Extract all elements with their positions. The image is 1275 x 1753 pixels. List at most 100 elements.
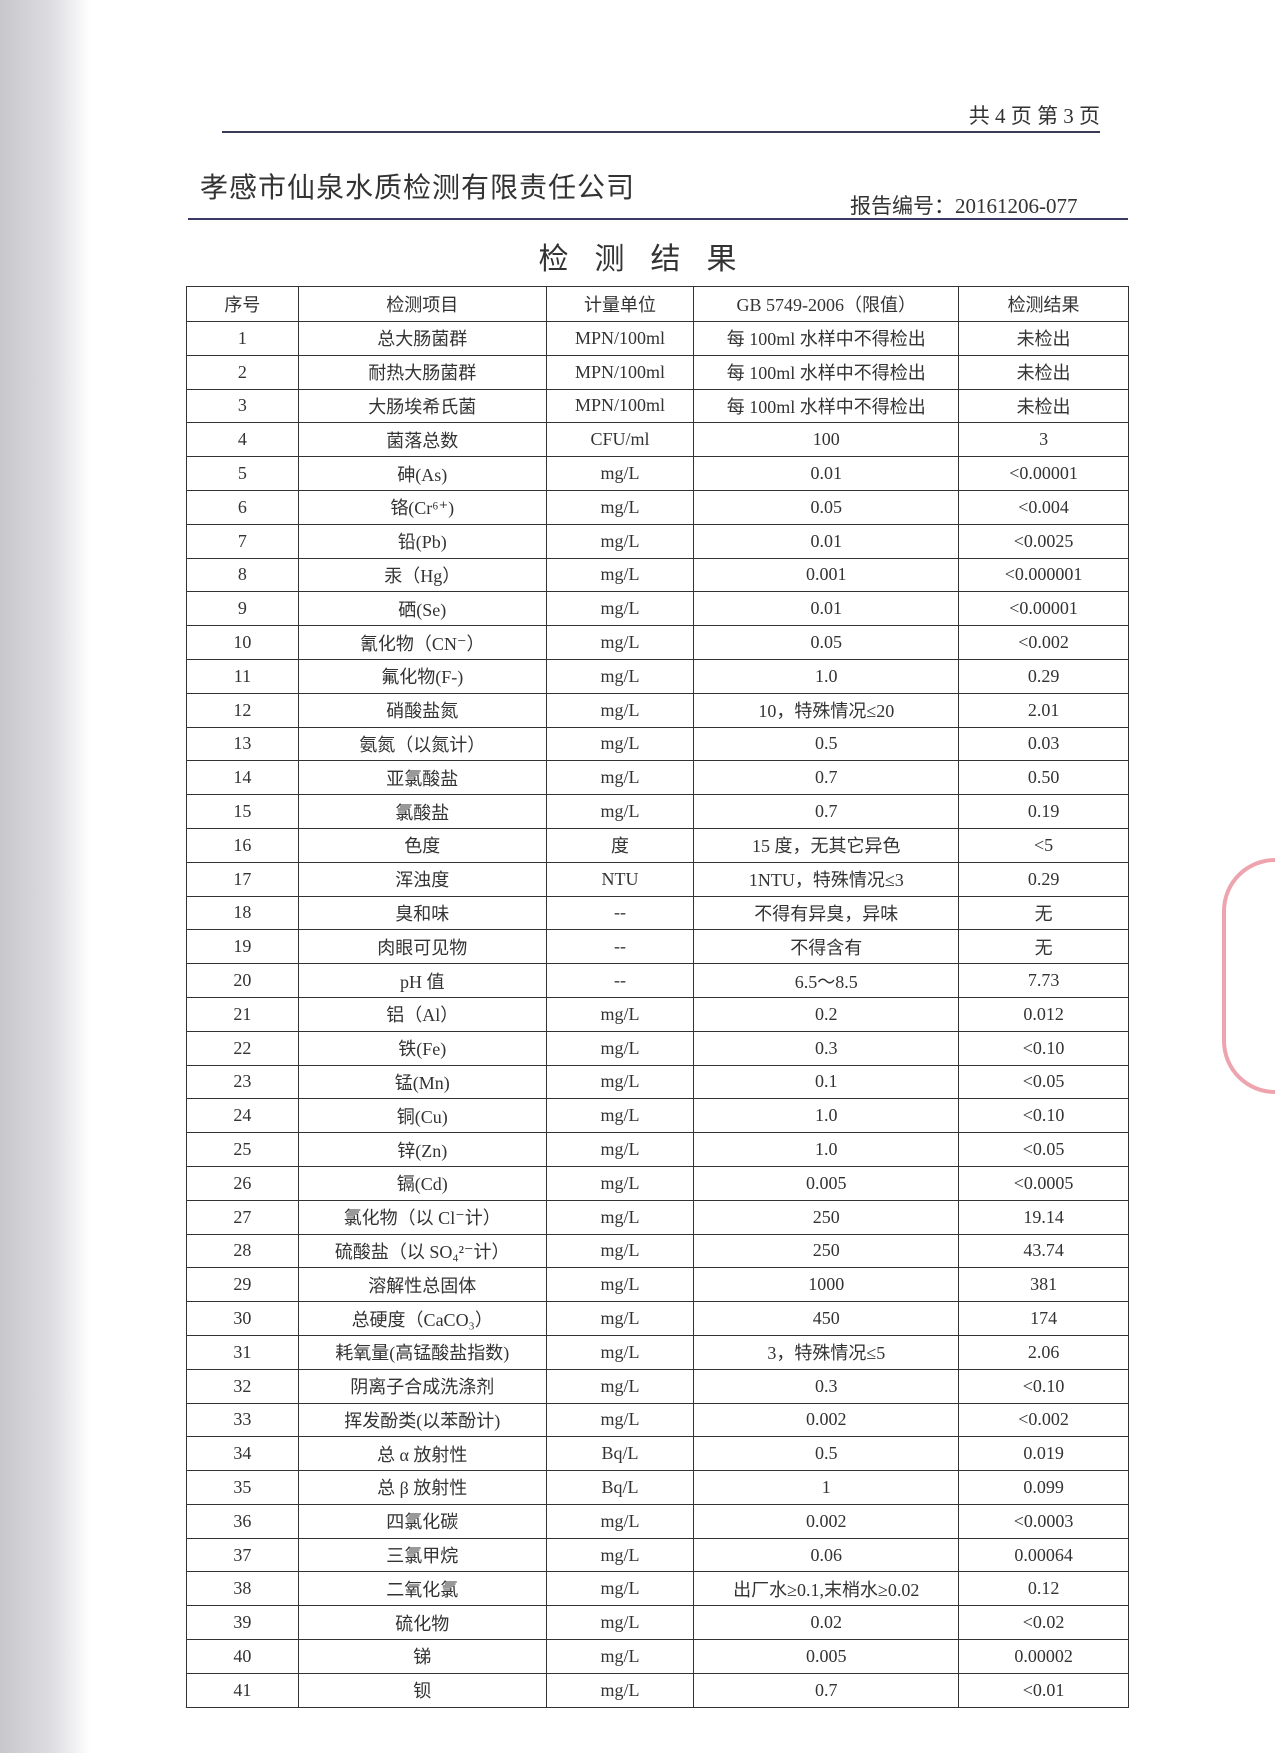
result: <0.000001 bbox=[958, 557, 1129, 593]
row-no: 26 bbox=[186, 1165, 299, 1201]
table-row: 38 二氧化氯 mg/L 出厂水≥0.1,末梢水≥0.02 0.12 bbox=[186, 1571, 1129, 1607]
unit: mg/L bbox=[545, 760, 695, 796]
item-name: 耗氧量(高锰酸盐指数) bbox=[297, 1334, 547, 1370]
result: 0.19 bbox=[958, 794, 1129, 829]
table-row: 19 肉眼可见物 -- 不得含有无 bbox=[186, 929, 1129, 965]
row-no: 35 bbox=[186, 1470, 299, 1505]
limit: 0.3 bbox=[693, 1030, 960, 1066]
table-row: 25 锌(Zn) mg/L 1.0 <0.05 bbox=[186, 1132, 1129, 1167]
limit: 0.002 bbox=[693, 1503, 960, 1539]
item-name: 三氯甲烷 bbox=[297, 1537, 547, 1573]
item-name: 锌(Zn) bbox=[297, 1132, 547, 1167]
row-no: 29 bbox=[186, 1267, 299, 1303]
item-name: 色度 bbox=[297, 827, 547, 863]
item-name: 铝（Al） bbox=[297, 996, 547, 1032]
unit: mg/L bbox=[545, 794, 695, 829]
unit: MPN/100ml bbox=[545, 321, 695, 356]
result: 0.019 bbox=[958, 1436, 1129, 1472]
row-no: 14 bbox=[186, 760, 299, 796]
table-row: 12 硝酸盐氮 mg/L 10，特殊情况≤20 2.01 bbox=[186, 692, 1129, 728]
header-rule-2 bbox=[188, 218, 1128, 220]
unit: mg/L bbox=[545, 692, 695, 728]
unit: mg/L bbox=[545, 1368, 695, 1404]
table-row: 10 氰化物（CN⁻） mg/L 0.05 <0.002 bbox=[186, 625, 1129, 660]
row-no: 7 bbox=[186, 523, 299, 559]
row-no: 23 bbox=[186, 1064, 299, 1100]
result: 未检出 bbox=[958, 388, 1129, 424]
table-row: 26 镉(Cd) mg/L 0.005 <0.0005 bbox=[186, 1165, 1129, 1201]
item-name: 锰(Mn) bbox=[297, 1064, 547, 1100]
item-name: 二氧化氯 bbox=[297, 1571, 547, 1607]
unit: mg/L bbox=[545, 1537, 695, 1573]
result: 未检出 bbox=[958, 321, 1129, 356]
item-name: 氯化物（以 Cl⁻计） bbox=[297, 1199, 547, 1235]
row-no: 25 bbox=[186, 1132, 299, 1167]
unit: mg/L bbox=[545, 1267, 695, 1303]
unit: mg/L bbox=[545, 658, 695, 694]
result: 7.73 bbox=[958, 963, 1129, 998]
table-row: 23 锰(Mn) mg/L 0.1 <0.05 bbox=[186, 1064, 1129, 1100]
unit: mg/L bbox=[545, 1233, 695, 1269]
table-row: 6 铬(Cr⁶⁺) mg/L 0.05 <0.004 bbox=[186, 489, 1129, 525]
table-row: 7 铅(Pb) mg/L 0.01 <0.0025 bbox=[186, 523, 1129, 559]
table-row: 35 总 β 放射性 Bq/L 1 0.099 bbox=[186, 1470, 1129, 1505]
result: 2.01 bbox=[958, 692, 1129, 728]
row-no: 32 bbox=[186, 1368, 299, 1404]
result: 0.50 bbox=[958, 760, 1129, 796]
limit: 100 bbox=[693, 422, 960, 458]
col-header-unit: 计量单位 bbox=[545, 286, 695, 322]
row-no: 34 bbox=[186, 1436, 299, 1472]
unit: mg/L bbox=[545, 625, 695, 660]
item-name: 锑 bbox=[297, 1639, 547, 1674]
item-name: 砷(As) bbox=[297, 456, 547, 491]
page-title: 检测结果 bbox=[538, 242, 763, 277]
limit: 0.7 bbox=[693, 760, 960, 796]
row-no: 17 bbox=[186, 861, 299, 897]
unit: MPN/100ml bbox=[545, 388, 695, 424]
result: 381 bbox=[958, 1267, 1129, 1303]
result: 19.14 bbox=[958, 1199, 1129, 1235]
result: 0.03 bbox=[958, 726, 1129, 762]
table-row: 24 铜(Cu) mg/L 1.0 <0.10 bbox=[186, 1098, 1129, 1134]
unit: CFU/ml bbox=[545, 422, 695, 458]
limit: 1NTU，特殊情况≤3 bbox=[693, 861, 960, 897]
item-name: 铅(Pb) bbox=[297, 523, 547, 559]
page-info: 共 4 页 第 3 页 bbox=[968, 104, 1100, 128]
item-name: 氯酸盐 bbox=[297, 794, 547, 829]
row-no: 27 bbox=[186, 1199, 299, 1235]
table-row: 20 pH 值 -- 6.5～8.5 7.73 bbox=[186, 963, 1129, 998]
limit: 每 100ml 水样中不得检出 bbox=[693, 388, 960, 424]
result: <5 bbox=[958, 827, 1129, 863]
row-no: 38 bbox=[186, 1571, 299, 1607]
table-row: 11 氟化物(F-) mg/L 1.0 0.29 bbox=[186, 658, 1129, 694]
result: 0.00064 bbox=[958, 1537, 1129, 1573]
limit: 250 bbox=[693, 1199, 960, 1235]
limit: 450 bbox=[693, 1301, 960, 1336]
item-name: 臭和味 bbox=[297, 895, 547, 931]
limit: 0.001 bbox=[693, 557, 960, 593]
unit: Bq/L bbox=[545, 1436, 695, 1472]
limit: 1000 bbox=[693, 1267, 960, 1303]
unit: mg/L bbox=[545, 996, 695, 1032]
result: 0.012 bbox=[958, 996, 1129, 1032]
limit: 3，特殊情况≤5 bbox=[693, 1334, 960, 1370]
unit: mg/L bbox=[545, 1639, 695, 1674]
limit: 0.7 bbox=[693, 794, 960, 829]
limit: 0.01 bbox=[693, 456, 960, 491]
limit: 0.2 bbox=[693, 996, 960, 1032]
row-no: 36 bbox=[186, 1503, 299, 1539]
unit: mg/L bbox=[545, 1402, 695, 1438]
result: <0.00001 bbox=[958, 456, 1129, 491]
item-name: 亚氯酸盐 bbox=[297, 760, 547, 796]
row-no: 16 bbox=[186, 827, 299, 863]
unit: mg/L bbox=[545, 1165, 695, 1201]
unit: mg/L bbox=[545, 726, 695, 762]
result: <0.0005 bbox=[958, 1165, 1129, 1201]
table-row: 5 砷(As) mg/L 0.01 <0.00001 bbox=[186, 456, 1129, 491]
limit: 0.05 bbox=[693, 625, 960, 660]
result: <0.05 bbox=[958, 1064, 1129, 1100]
limit: 0.5 bbox=[693, 1436, 960, 1472]
item-name: 挥发酚类(以苯酚计) bbox=[297, 1402, 547, 1438]
result: <0.0025 bbox=[958, 523, 1129, 559]
row-no: 5 bbox=[186, 456, 299, 491]
